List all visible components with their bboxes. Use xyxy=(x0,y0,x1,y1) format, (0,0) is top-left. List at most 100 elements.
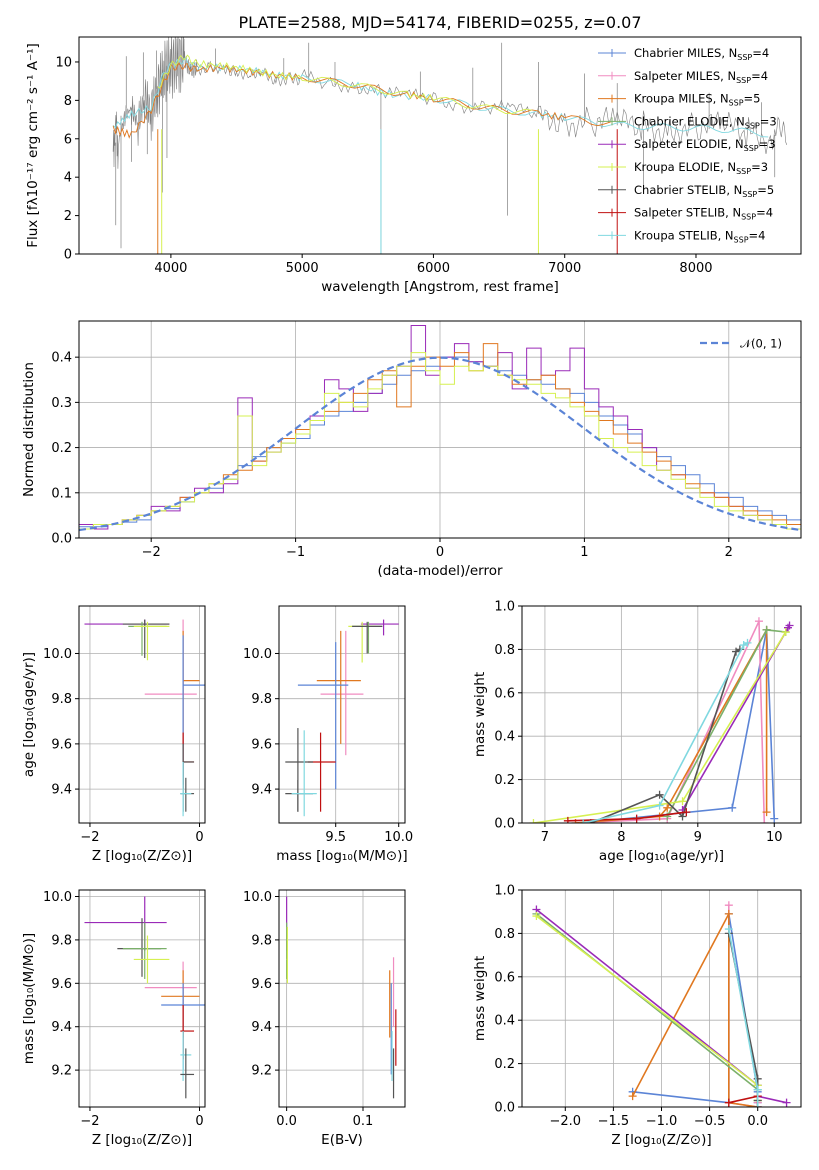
axes-mass-vs-ebv: 0.0 0.1 9.2 9.4 9.6 9.8 10.0 E(B-V) xyxy=(243,889,406,1148)
x-tick-label: −1.5 xyxy=(598,1114,630,1129)
plot-area xyxy=(532,901,791,1107)
weight-marker-salpeter_stelib xyxy=(724,1098,733,1107)
axes-frame xyxy=(78,605,206,824)
x-tick-label: 5000 xyxy=(286,261,319,276)
x-axis-label: E(B-V) xyxy=(321,1132,363,1148)
plot-area xyxy=(529,617,794,823)
legend-entry: 𝒩(0, 1) xyxy=(740,337,782,351)
weight-marker-kroupa_stelib xyxy=(579,819,588,823)
weight-marker-chabrier_elodie xyxy=(762,625,771,634)
y-tick-label: 0.2 xyxy=(494,1057,515,1072)
x-tick-label: 0.0 xyxy=(747,1114,768,1129)
weight-marker-salpeter_miles xyxy=(754,617,763,626)
weight-marker-kroupa_stelib xyxy=(743,638,752,647)
weight-marker-kroupa_stelib xyxy=(724,925,733,934)
weight-marker-salpeter_stelib xyxy=(682,808,691,817)
y-tick-label: 1.0 xyxy=(494,884,515,899)
plot-area xyxy=(84,896,205,1099)
weight-marker-salpeter_miles xyxy=(724,901,733,910)
y-axis-label: Flux [fλ10⁻¹⁷ erg cm⁻² s⁻¹ A⁻¹] xyxy=(25,43,41,248)
histogram-kroupa_elodie xyxy=(79,352,801,538)
legend-entry: Chabrier ELODIE, NSSP=3 xyxy=(634,114,777,130)
x-tick-label: 10.0 xyxy=(384,830,413,845)
weight-marker-kroupa_elodie xyxy=(781,628,790,637)
axes-residuals: −2 −1 0 1 2 0.0 0.1 0.2 0.3 0.4 (data-model)/error… xyxy=(21,320,802,579)
x-tick-label: 0.1 xyxy=(353,1114,374,1129)
x-axis-label: (data-model)/error xyxy=(377,563,503,579)
y-tick-label: 9.8 xyxy=(251,933,272,948)
x-axis-label: Z [log₁₀(Z/Z⊙)] xyxy=(611,1132,711,1148)
axes-frame xyxy=(78,889,206,1108)
legend-entry: Salpeter MILES, NSSP=4 xyxy=(634,69,768,85)
y-tick-label: 4 xyxy=(64,171,72,186)
legend-entry: Salpeter STELIB, NSSP=4 xyxy=(634,206,773,222)
axes-frame xyxy=(278,889,406,1108)
x-tick-label: 4000 xyxy=(154,261,187,276)
weight-line-kroupa_stelib xyxy=(728,928,759,1107)
legend: 𝒩(0, 1) xyxy=(700,337,782,351)
weight-marker-kroupa_stelib xyxy=(655,801,664,810)
y-tick-label: 10 xyxy=(55,55,72,70)
x-tick-label: 0.0 xyxy=(276,1114,297,1129)
y-tick-label: 0.3 xyxy=(51,396,72,411)
y-tick-label: 9.4 xyxy=(251,783,272,798)
weight-line-kroupa_miles xyxy=(631,913,759,1107)
axes-massweight-vs-z: −2.0 −1.5 −1.0 −0.5 0.0 0.0 0.2 0.4 0.6 0.8 1.0 Z [… xyxy=(472,884,802,1148)
x-tick-label: 0 xyxy=(195,1114,203,1129)
y-tick-label: 9.4 xyxy=(251,1020,272,1035)
weight-marker-salpeter_stelib xyxy=(563,816,572,823)
legend-entry: Salpeter ELODIE, NSSP=3 xyxy=(634,137,776,153)
weight-marker-kroupa_miles xyxy=(628,1092,637,1101)
y-tick-label: 9.8 xyxy=(251,692,272,707)
y-axis-label: mass weight xyxy=(472,672,488,757)
y-tick-label: 1.0 xyxy=(494,600,515,615)
weight-marker-kroupa_miles xyxy=(762,808,771,817)
plot-area xyxy=(112,37,788,254)
weight-marker-salpeter_elodie xyxy=(784,623,793,632)
y-tick-label: 0.4 xyxy=(494,1014,515,1029)
x-axis-label: mass [log₁₀(M/M⊙)] xyxy=(276,848,407,864)
weight-marker-kroupa_elodie xyxy=(678,797,687,806)
legend-entry: Chabrier STELIB, NSSP=5 xyxy=(634,183,774,199)
x-tick-label: 8000 xyxy=(679,261,712,276)
legend-entry: Kroupa MILES, NSSP=5 xyxy=(634,92,760,108)
axes-mass-vs-z: −2 0 9.2 9.4 9.6 9.8 10.0 Z [log₁₀(Z/Z⊙)] mass [… xyxy=(21,889,206,1148)
y-tick-label: 9.4 xyxy=(51,783,72,798)
weight-marker-salpeter_miles xyxy=(760,819,769,823)
y-axis-label: mass [log₁₀(M/M⊙)] xyxy=(21,933,37,1064)
legend-entry: Kroupa STELIB, NSSP=4 xyxy=(634,228,765,244)
weight-marker-chabrier_stelib xyxy=(678,812,687,821)
y-axis-label: Normed distribution xyxy=(21,362,37,497)
axes-spectrum: 4000 5000 6000 7000 8000 0 2 4 6 8 10 wavelength [A… xyxy=(25,13,802,295)
x-tick-label: −1.0 xyxy=(646,1114,678,1129)
plot-area xyxy=(285,619,399,817)
x-tick-label: 0 xyxy=(195,830,203,845)
legend: Chabrier MILES, NSSP=4 Salpeter MILES, NS… xyxy=(598,46,777,244)
y-tick-label: 10.0 xyxy=(43,647,72,662)
x-tick-label: −2 xyxy=(80,830,99,845)
x-tick-label: −1 xyxy=(286,545,305,560)
y-tick-label: 0.6 xyxy=(494,970,515,985)
x-tick-label: 6000 xyxy=(417,261,450,276)
axes-frame xyxy=(78,320,802,539)
y-tick-label: 8 xyxy=(64,94,72,109)
weight-marker-kroupa_elodie xyxy=(532,912,541,921)
y-tick-label: 9.2 xyxy=(251,1064,272,1079)
y-tick-label: 10.0 xyxy=(43,890,72,905)
weight-line-kroupa_elodie xyxy=(535,915,759,1101)
y-tick-label: 0.6 xyxy=(494,686,515,701)
x-tick-label: −0.5 xyxy=(694,1114,726,1129)
weight-line-kroupa_stelib xyxy=(583,642,748,823)
y-tick-label: 0.0 xyxy=(51,532,72,547)
y-tick-label: 9.6 xyxy=(51,737,72,752)
y-tick-label: 0 xyxy=(64,248,72,263)
x-axis-label: wavelength [Angstrom, rest frame] xyxy=(321,279,559,295)
x-tick-label: 0 xyxy=(436,545,444,560)
y-tick-label: 0.8 xyxy=(494,643,515,658)
x-axis-label: Z [log₁₀(Z/Z⊙)] xyxy=(92,1132,192,1148)
x-tick-label: −2 xyxy=(142,545,161,560)
model-spectrum-kroupa_miles xyxy=(112,62,611,139)
y-tick-label: 9.6 xyxy=(251,977,272,992)
x-tick-label: 8 xyxy=(617,830,625,845)
